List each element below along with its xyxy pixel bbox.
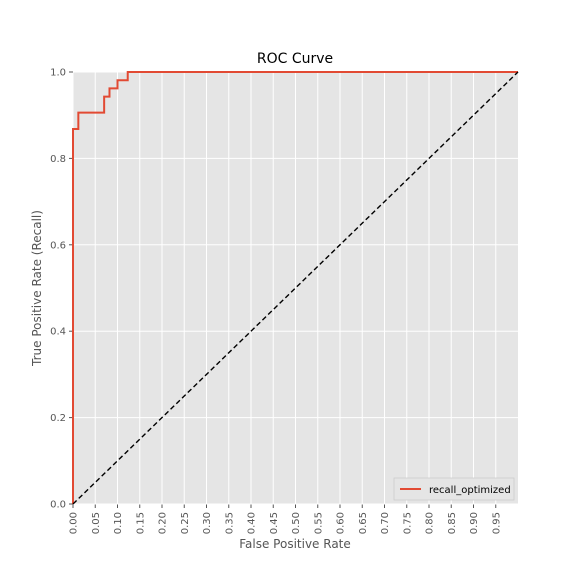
- y-tick-label: 0.6: [50, 240, 66, 251]
- x-tick-label: 0.40: [247, 512, 258, 534]
- y-tick-label: 0.4: [50, 327, 66, 338]
- x-tick-label: 0.75: [402, 512, 413, 534]
- x-tick-label: 0.70: [380, 512, 391, 534]
- chance-diagonal-line: [72, 71, 519, 505]
- legend: recall_optimized: [393, 477, 515, 501]
- legend-box: [393, 477, 515, 501]
- series-lines: [72, 71, 519, 505]
- x-tick-label: 0.00: [69, 512, 80, 534]
- x-tick-label: 0.25: [180, 512, 191, 534]
- x-tick-label: 0.10: [113, 512, 124, 534]
- y-tick-label: 0.0: [50, 500, 66, 511]
- roc-series-line: [72, 71, 518, 504]
- x-tick-label: 0.20: [158, 512, 169, 534]
- chart-title: ROC Curve: [257, 51, 333, 67]
- x-tick-label: 0.55: [313, 512, 324, 534]
- y-tick-label: 0.2: [50, 413, 66, 424]
- grid-lines: [69, 71, 518, 508]
- x-tick-label: 0.90: [469, 512, 480, 534]
- x-tick-label: 0.45: [269, 512, 280, 534]
- x-tick-label: 0.35: [224, 512, 235, 534]
- x-tick-label: 0.95: [491, 512, 502, 534]
- x-tick-label: 0.85: [447, 512, 458, 534]
- x-tick-label: 0.05: [91, 512, 102, 534]
- y-tick-label: 1.0: [50, 68, 66, 79]
- y-tick-labels: 0.0 0.2 0.4 0.6 0.8 1.0: [50, 68, 66, 511]
- x-tick-label: 0.65: [358, 512, 369, 534]
- x-tick-label: 0.50: [291, 512, 302, 534]
- x-tick-labels: 0.00 0.05 0.10 0.15 0.20 0.25 0.30 0.35 0.40 0.45…: [69, 512, 503, 534]
- y-tick-label: 0.8: [50, 154, 66, 165]
- legend-label: recall_optimized: [429, 485, 511, 496]
- x-axis-label: False Positive Rate: [239, 537, 351, 551]
- x-tick-label: 0.80: [425, 512, 436, 534]
- y-axis-label: True Positive Rate (Recall): [30, 210, 44, 367]
- x-tick-label: 0.60: [336, 512, 347, 534]
- x-tick-label: 0.15: [135, 512, 146, 534]
- x-tick-label: 0.30: [202, 512, 213, 534]
